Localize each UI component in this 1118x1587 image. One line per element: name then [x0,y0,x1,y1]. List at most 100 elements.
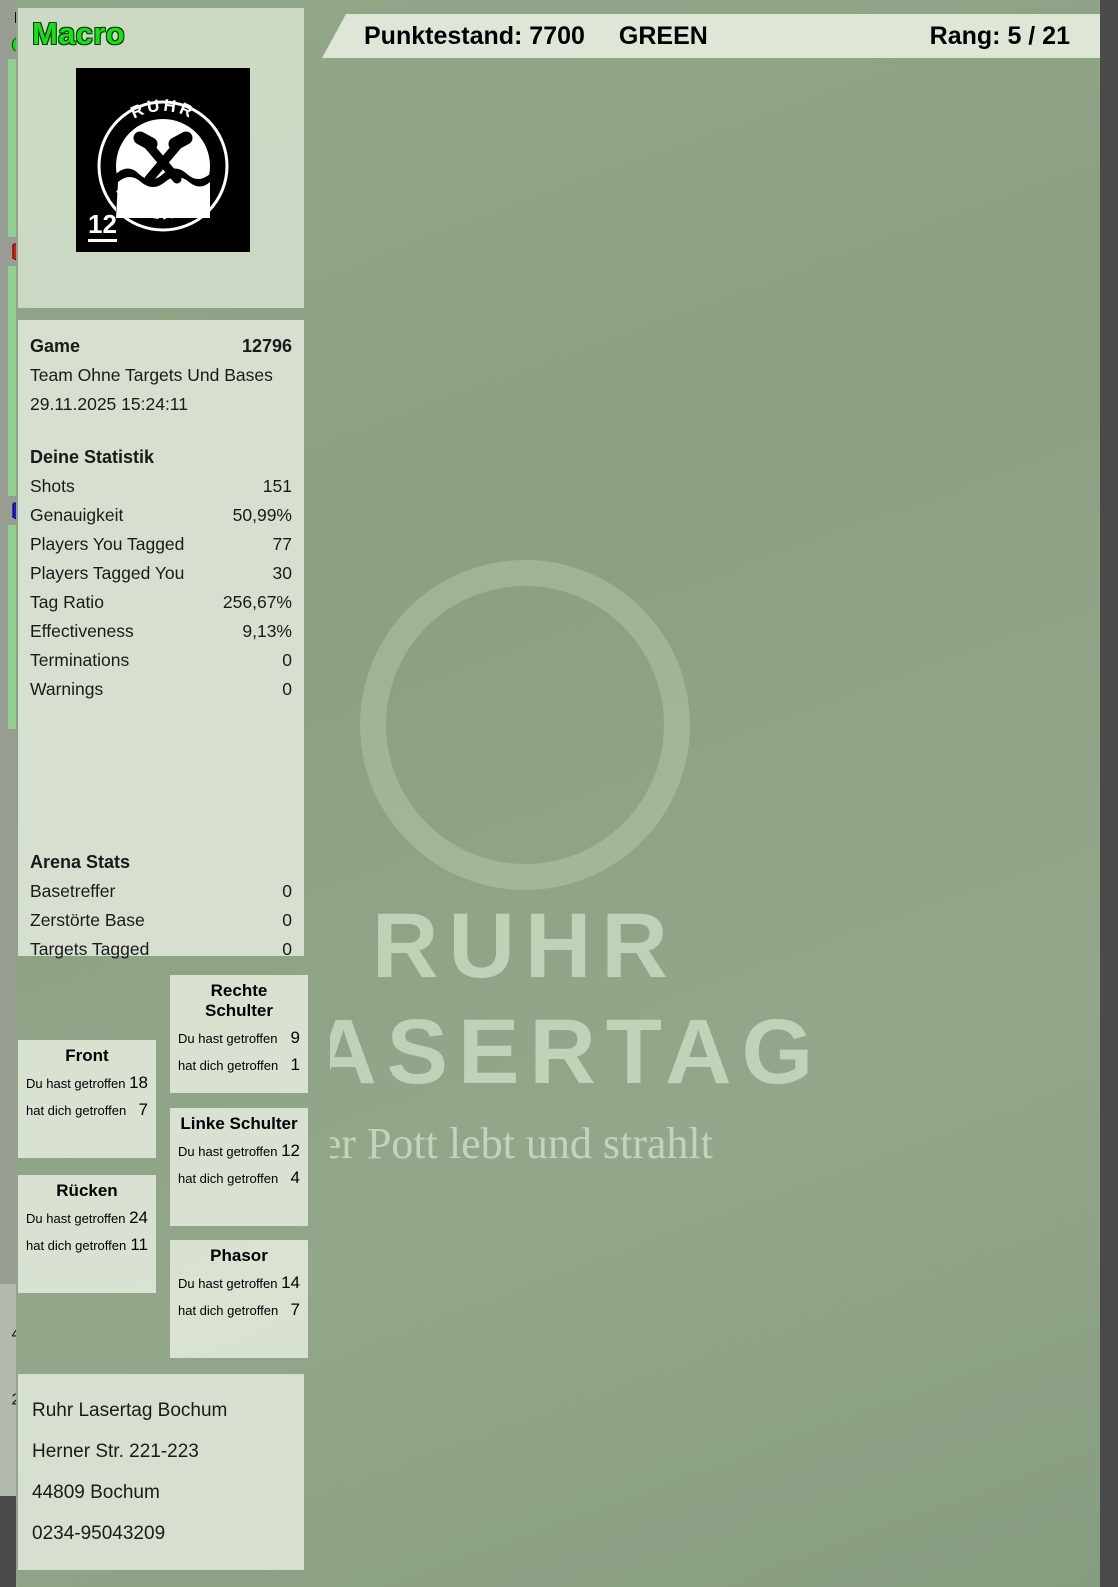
game-title: Game [30,336,81,356]
bodypart-title: Linke Schulter [180,1114,298,1133]
arena-stat-label: Basetreffer [30,881,116,901]
bodypart-stat-value: 18 [129,1073,148,1092]
your-stat-row: Warnings 0 [30,675,292,704]
your-stats-rows: Shots 151 Genauigkeit 50,99% Players You Tag… [30,472,292,704]
bodypart-stat-label: hat dich getroffen [178,1058,279,1073]
address-line: 44809 Bochum [32,1482,160,1503]
bodypart-box-linke-schulter: Linke Schulter Du hast getroffen 12 hat dic… [170,1108,308,1226]
your-stat-row: Tag Ratio 256,67% [30,588,292,617]
arena-stats-rows: Basetreffer 0 Zerstörte Base 0 Targets Tagge… [30,877,292,964]
bodypart-title: Rechte Schulter [204,981,274,1020]
logo-badge-number: 12 [88,211,117,242]
your-stat-value: 0 [282,650,292,670]
your-stats-title: Deine Statistik [30,443,292,472]
ruhr-lasertag-logo-icon: RUHR LASERTAG 12 [76,68,250,252]
bodypart-stat-label: hat dich getroffen [26,1103,127,1118]
bodypart-stat-label: hat dich getroffen [178,1171,279,1186]
bodypart-stat-row: Du hast getroffen 12 [178,1141,300,1161]
your-stat-value: 0 [282,679,292,699]
your-stat-label: Tag Ratio [30,592,104,612]
address-line: Herner Str. 221-223 [32,1441,199,1462]
your-stat-label: Terminations [30,650,130,670]
bodypart-box-rechte-schulter: Rechte Schulter Du hast getroffen 9 hat dic… [170,975,308,1093]
your-stat-label: Players You Tagged [30,534,185,554]
arena-stat-label: Targets Tagged [30,939,150,959]
bodypart-stat-label: Du hast getroffen [178,1276,278,1291]
your-stat-label: Genauigkeit [30,505,124,525]
address-line: Ruhr Lasertag Bochum [32,1400,228,1421]
score-bar: Punktestand: 7700 GREEN Rang: 5 / 21 [322,14,1100,58]
your-stat-value: 30 [272,563,292,583]
bodypart-stat-row: Du hast getroffen 9 [178,1028,300,1048]
venue-address-panel: Ruhr Lasertag Bochum Herner Str. 221-223 4… [18,1374,304,1570]
bodypart-stat-row: hat dich getroffen 11 [26,1235,148,1255]
bodypart-title: Front [65,1046,109,1065]
your-stat-value: 77 [272,534,292,554]
bodypart-stat-label: Du hast getroffen [26,1211,126,1226]
arena-stat-value: 0 [282,910,292,930]
bodypart-title: Rücken [56,1181,118,1200]
game-id: 12796 [241,336,292,356]
bodypart-box-phasor: Phasor Du hast getroffen 14 hat dich getrof… [170,1240,308,1358]
your-stats-title-text: Deine Statistik [30,447,155,467]
bodypart-stat-value: 14 [281,1273,300,1292]
arena-stat-value: 0 [282,939,292,959]
bodypart-stat-label: Du hast getroffen [26,1076,126,1091]
watermark-ring-icon [360,560,690,890]
bodypart-stat-value: 11 [130,1235,148,1254]
arena-stat-value: 0 [282,881,292,901]
your-stat-label: Warnings [30,679,104,699]
bodypart-stat-value: 1 [290,1055,300,1074]
game-stats-panel: Game 12796 Team Ohne Targets Und Bases 2… [18,320,304,959]
game-header-row: Game 12796 [30,332,292,361]
bodypart-stat-row: hat dich getroffen 7 [26,1100,148,1120]
bodypart-title: Phasor [210,1246,268,1265]
bodypart-stat-value: 12 [281,1141,300,1160]
your-stat-row: Terminations 0 [30,646,292,675]
your-stat-row: Genauigkeit 50,99% [30,501,292,530]
your-stat-value: 256,67% [222,592,292,612]
bodypart-stat-value: 7 [138,1100,148,1119]
bodypart-stat-label: Du hast getroffen [178,1031,278,1046]
page-title: Macro [32,16,125,51]
rank-label: Rang: 5 / 21 [929,21,1070,50]
arena-stat-row: Basetreffer 0 [30,877,292,906]
your-stat-row: Shots 151 [30,472,292,501]
your-stat-label: Players Tagged You [30,563,185,583]
your-stat-row: Effectiveness 9,13% [30,617,292,646]
your-stat-label: Effectiveness [30,621,134,641]
your-stat-value: 50,99% [232,505,292,525]
your-stat-row: Players You Tagged 77 [30,530,292,559]
arena-stat-label: Zerstörte Base [30,910,145,930]
bodypart-stat-row: Du hast getroffen 18 [26,1073,148,1093]
arena-stats-title: Arena Stats [30,848,292,877]
arena-stat-row: Targets Tagged 0 [30,935,292,964]
bodypart-box-front: Front Du hast getroffen 18 hat dich getroff… [18,1040,156,1158]
bodypart-stat-row: Du hast getroffen 14 [178,1273,300,1293]
bodypart-stat-value: 4 [290,1168,300,1187]
your-stat-value: 9,13% [242,621,292,641]
arena-stat-row: Zerstörte Base 0 [30,906,292,935]
bodypart-stat-row: hat dich getroffen 7 [178,1300,300,1320]
bodypart-stat-label: Du hast getroffen [178,1144,278,1159]
your-stat-value: 151 [262,476,292,496]
player-name-panel: Macro [18,8,304,308]
bodypart-stat-label: hat dich getroffen [26,1238,127,1253]
score-label: Punktestand: 7700 [364,21,585,50]
bodypart-stat-value: 7 [290,1300,300,1319]
team-label: GREEN [618,21,708,50]
bodypart-box-ruecken: Rücken Du hast getroffen 24 hat dich getrof… [18,1175,156,1293]
game-datetime: 29.11.2025 15:24:11 [30,394,188,414]
bodypart-stat-label: hat dich getroffen [178,1303,279,1318]
bodypart-stat-row: hat dich getroffen 1 [178,1055,300,1075]
bodypart-stat-row: Du hast getroffen 24 [26,1208,148,1228]
arena-stats-title-text: Arena Stats [30,852,131,872]
bodypart-stat-row: hat dich getroffen 4 [178,1168,300,1188]
bodypart-stat-value: 9 [290,1028,300,1047]
your-stat-row: Players Tagged You 30 [30,559,292,588]
game-mode: Team Ohne Targets Und Bases [30,365,273,385]
your-stat-label: Shots [30,476,75,496]
bodypart-stat-value: 24 [129,1208,148,1227]
address-line: 0234-95043209 [32,1523,166,1544]
